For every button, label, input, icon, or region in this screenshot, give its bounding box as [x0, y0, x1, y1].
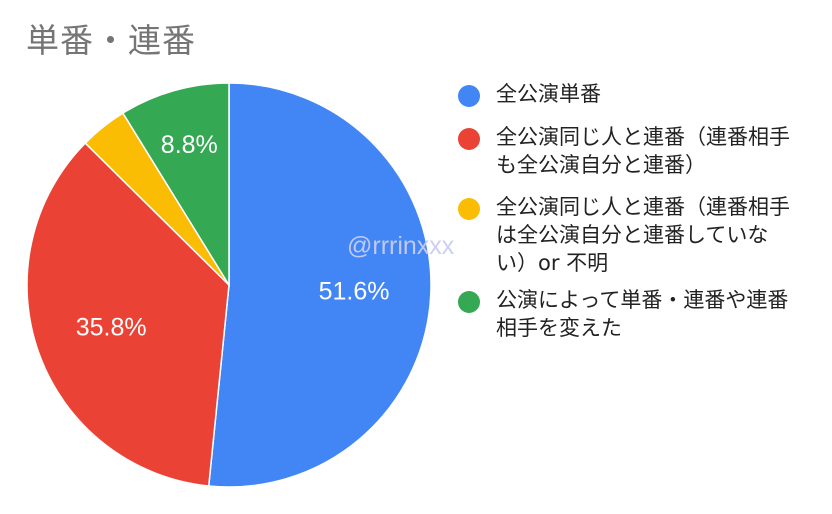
legend-swatch [458, 291, 480, 313]
legend-label: 公演によって単番・連番や連番相手を変えた [496, 288, 789, 340]
pie-slice [26, 142, 230, 487]
pie-slice [121, 82, 230, 288]
slice-label: 8.8% [161, 131, 218, 159]
chart-title: 単番・連番 [26, 21, 196, 60]
pie-slice [207, 82, 432, 488]
legend-swatch [458, 128, 480, 150]
legend-label: 全公演同じ人と連番（連番相手も全公演自分と連番） [496, 125, 790, 177]
legend-swatch [458, 198, 480, 220]
slice-label: 35.8% [76, 313, 147, 341]
legend-label: 全公演単番 [496, 82, 601, 106]
legend-swatch [458, 85, 480, 107]
legend-item: 全公演単番 [458, 80, 796, 108]
legend-item: 全公演同じ人と連番（連番相手も全公演自分と連番） [458, 123, 796, 179]
legend-label: 全公演同じ人と連番（連番相手は全公演自分と連番していない）or 不明 [496, 195, 790, 275]
watermark: @rrrinxxx [347, 232, 455, 260]
legend-item: 公演によって単番・連番や連番相手を変えた [458, 286, 796, 342]
legend-item: 全公演同じ人と連番（連番相手は全公演自分と連番していない）or 不明 [458, 193, 796, 277]
slice-label: 51.6% [319, 277, 390, 305]
pie-chart: 51.6% 35.8% 8.8% [26, 82, 432, 488]
